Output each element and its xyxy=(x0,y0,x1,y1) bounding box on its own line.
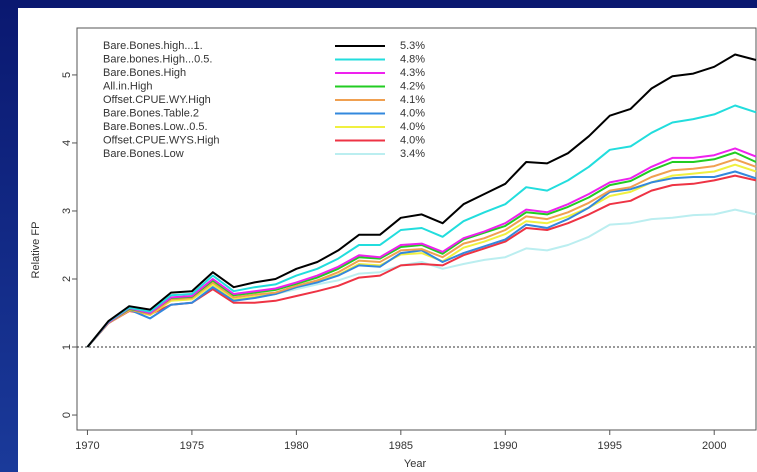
legend-label: Bare.Bones.Low..0.5. xyxy=(103,121,208,133)
legend-value: 4.8% xyxy=(400,53,425,65)
series-line xyxy=(86,158,757,348)
series-line xyxy=(86,147,757,348)
legend-value: 4.2% xyxy=(400,80,425,92)
x-tick-label: 2000 xyxy=(702,440,726,452)
y-tick-label: 3 xyxy=(61,208,73,214)
x-axis-label: Year xyxy=(404,458,427,470)
y-tick-label: 4 xyxy=(61,140,73,146)
legend-label: Offset.CPUE.WYS.High xyxy=(103,134,220,146)
x-tick-label: 1975 xyxy=(180,440,204,452)
series-line xyxy=(86,53,757,348)
y-tick-label: 0 xyxy=(61,412,73,418)
x-tick-label: 1990 xyxy=(493,440,517,452)
legend-value: 4.0% xyxy=(400,134,425,146)
series-line xyxy=(86,170,757,348)
legend-value: 4.0% xyxy=(400,121,425,133)
x-tick-label: 1995 xyxy=(598,440,622,452)
legend-label: Bare.Bones.high...1. xyxy=(103,40,203,52)
series-line xyxy=(86,104,757,348)
x-tick-label: 1980 xyxy=(284,440,308,452)
x-tick-label: 1985 xyxy=(389,440,413,452)
legend-label: All.in.High xyxy=(103,80,153,92)
legend-value: 3.4% xyxy=(400,148,425,160)
legend-value: 4.0% xyxy=(400,107,425,119)
legend-label: Bare.Bones.High xyxy=(103,67,186,79)
legend-label: Bare.bones.High...0.5. xyxy=(103,53,212,65)
plot-frame xyxy=(76,27,757,431)
legend-label: Bare.Bones.Table.2 xyxy=(103,107,199,119)
y-axis-label: Relative FP xyxy=(30,222,42,279)
legend-value: 4.1% xyxy=(400,94,425,106)
legend-value: 5.3% xyxy=(400,40,425,52)
legend-label: Offset.CPUE.WY.High xyxy=(103,94,211,106)
y-tick-label: 5 xyxy=(61,72,73,78)
legend-label: Bare.Bones.Low xyxy=(103,148,184,160)
y-tick-label: 2 xyxy=(61,276,73,282)
x-tick-label: 1970 xyxy=(75,440,99,452)
y-tick-label: 1 xyxy=(61,344,73,350)
legend-value: 4.3% xyxy=(400,67,425,79)
